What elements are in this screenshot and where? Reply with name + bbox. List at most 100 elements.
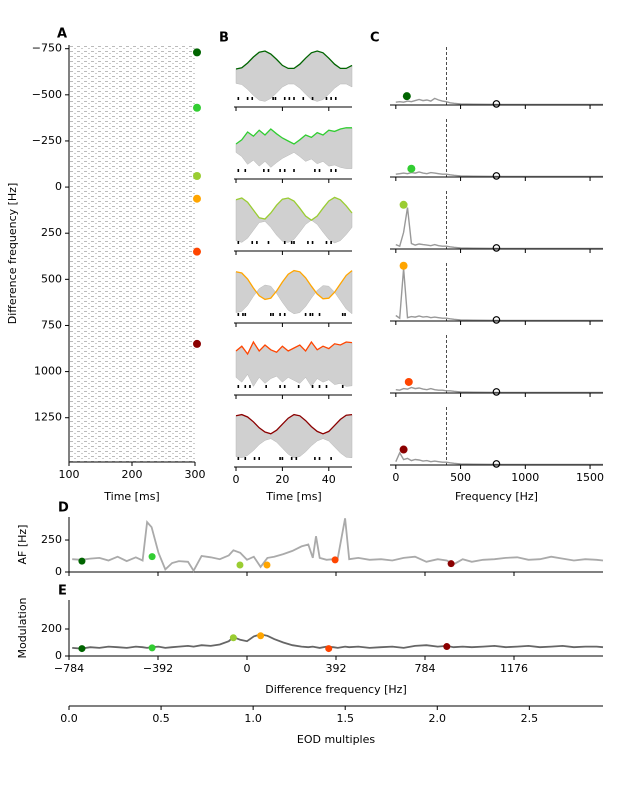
spike (311, 385, 314, 388)
spike (318, 385, 321, 388)
dot (148, 553, 156, 561)
y-tick-label: −750 (32, 42, 62, 55)
spectrum (395, 386, 603, 394)
spike (242, 313, 244, 316)
spike (341, 313, 344, 316)
envelope (235, 196, 353, 222)
y-tick-label: 0 (55, 180, 62, 193)
dot (263, 561, 271, 569)
raster (70, 45, 195, 462)
eod (492, 316, 501, 324)
spectrum (395, 97, 603, 106)
peak (399, 261, 408, 270)
x-tick-label: 2.0 (429, 712, 447, 725)
y-axis-label: AF [Hz] (16, 525, 29, 565)
y-tick-label: 0 (55, 565, 62, 578)
carrier (235, 50, 353, 102)
spike (314, 457, 316, 460)
panel-label: C (370, 31, 380, 46)
spike (334, 97, 337, 100)
panel-label: A (57, 27, 67, 42)
spike (311, 97, 314, 100)
spike (244, 169, 247, 172)
x-tick-label: 0 (233, 473, 240, 486)
spike (237, 457, 240, 460)
spike (272, 313, 274, 316)
spike (330, 241, 332, 244)
marker (193, 194, 201, 203)
spike (272, 97, 274, 100)
spike (244, 313, 247, 316)
spike (318, 457, 321, 460)
spectrum (395, 451, 603, 466)
peak (407, 164, 416, 173)
spike (318, 313, 321, 316)
x-axis-label: Difference frequency [Hz] (265, 683, 407, 696)
x-tick-label: 1500 (576, 471, 604, 484)
spike (334, 169, 337, 172)
x-tick-label: 1176 (500, 662, 528, 675)
eod (492, 244, 501, 252)
y-tick-label: −250 (32, 134, 62, 147)
spike (267, 169, 270, 172)
spike (258, 457, 260, 460)
dot (229, 634, 237, 642)
y-tick-label: 1250 (34, 411, 62, 424)
spike (325, 385, 328, 388)
spike (246, 97, 249, 100)
envelope (235, 50, 353, 70)
marker (193, 339, 201, 348)
spike (244, 385, 247, 388)
spike (311, 241, 314, 244)
spike (251, 97, 254, 100)
spike (237, 97, 240, 100)
peak (404, 377, 413, 386)
eod (492, 172, 501, 180)
spike (249, 385, 251, 388)
spike (279, 457, 281, 460)
panel-label: E (58, 584, 67, 599)
dot (78, 557, 86, 565)
envelope (235, 413, 353, 435)
spike (283, 385, 286, 388)
y-tick-label: 1000 (34, 365, 62, 378)
x-tick-label: 0.0 (60, 712, 78, 725)
x-tick-label: 784 (415, 662, 436, 675)
spike (283, 97, 286, 100)
spike (279, 169, 281, 172)
spike (283, 241, 286, 244)
spike (330, 169, 332, 172)
spike (256, 241, 258, 244)
spike (265, 385, 267, 388)
spike (270, 313, 272, 316)
spike (293, 97, 295, 100)
y-tick-label: 200 (41, 622, 62, 635)
spectrum (395, 268, 603, 322)
spike (251, 241, 254, 244)
spike (237, 385, 240, 388)
marker (193, 247, 201, 256)
spike (237, 313, 240, 316)
dot (257, 632, 265, 640)
x-tick-label: 100 (59, 468, 80, 481)
carrier (235, 127, 353, 169)
x-tick-label: 300 (185, 468, 206, 481)
spike (330, 97, 332, 100)
panel-label: D (58, 501, 69, 516)
spike (290, 241, 293, 244)
spike (311, 313, 314, 316)
x-tick-label: −392 (143, 662, 173, 675)
spike (297, 385, 300, 388)
panel-label: B (219, 31, 229, 46)
y-axis-label: Difference frequency [Hz] (6, 183, 19, 325)
marker (193, 103, 201, 112)
x-tick-label: 500 (450, 471, 471, 484)
spike (314, 169, 316, 172)
spike (325, 97, 328, 100)
x-tick-label: 1.5 (336, 712, 354, 725)
dot (447, 560, 455, 568)
spike (293, 241, 295, 244)
x-tick-label: 2.5 (521, 712, 539, 725)
data-line (72, 518, 604, 573)
